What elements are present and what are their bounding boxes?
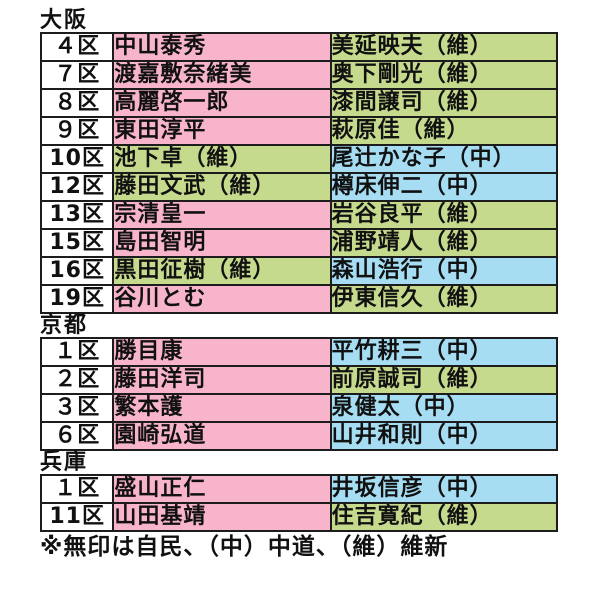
candidate-cell-right: 伊東信久（維）	[329, 284, 559, 314]
candidate-cell-left: 藤田文武（維）	[112, 172, 332, 202]
candidate-cell-left: 繁本護	[112, 393, 332, 423]
district-cell: 12区	[39, 172, 115, 202]
section-title: 大阪	[40, 8, 89, 33]
section-title: 京都	[40, 313, 89, 338]
table-row: 19区 谷川とむ 伊東信久（維）	[39, 284, 559, 314]
candidate-table: １区 勝目康 平竹耕三（中） ２区 藤田洋司 前原誠司（維） ３区 繁本護 泉健太（中） ６区 園崎…	[39, 337, 559, 451]
candidate-cell-right: 尾辻かな子（中）	[329, 144, 559, 174]
table-row: ７区 渡嘉敷奈緒美 奥下剛光（維）	[39, 60, 559, 90]
sections-container: 大阪 ４区 中山泰秀 美延映夫（維） ７区 渡嘉敷奈緒美 奥下剛光（維） ８区 高麗啓一郎 漆間譲…	[39, 8, 600, 532]
candidate-cell-right: 山井和則（中）	[329, 421, 559, 451]
candidate-cell-left: 中山泰秀	[112, 32, 332, 62]
table-row: ６区 園崎弘道 山井和則（中）	[39, 421, 559, 451]
table-row: １区 勝目康 平竹耕三（中）	[39, 337, 559, 367]
candidate-cell-right: 泉健太（中）	[329, 393, 559, 423]
candidate-cell-left: 宗清皇一	[112, 200, 332, 230]
district-cell: 10区	[39, 144, 115, 174]
district-cell: 19区	[39, 284, 115, 314]
table-row: １区 盛山正仁 井坂信彦（中）	[39, 474, 559, 504]
candidate-cell-left: 高麗啓一郎	[112, 88, 332, 118]
candidate-cell-right: 奥下剛光（維）	[329, 60, 559, 90]
table-row: ３区 繁本護 泉健太（中）	[39, 393, 559, 423]
table-row: 16区 黒田征樹（維） 森山浩行（中）	[39, 256, 559, 286]
candidate-cell-left: 藤田洋司	[112, 365, 332, 395]
candidate-cell-right: 漆間譲司（維）	[329, 88, 559, 118]
candidate-cell-left: 渡嘉敷奈緒美	[112, 60, 332, 90]
district-cell: 15区	[39, 228, 115, 258]
candidate-cell-left: 盛山正仁	[112, 474, 332, 504]
legend-footnote: ※無印は自民、（中）中道、（維）維新	[40, 534, 449, 560]
candidate-cell-left: 池下卓（維）	[112, 144, 332, 174]
district-cell: ８区	[39, 88, 115, 118]
candidate-cell-left: 園崎弘道	[112, 421, 332, 451]
district-cell: ２区	[39, 365, 115, 395]
district-cell: １区	[39, 474, 115, 504]
district-cell: 11区	[39, 502, 115, 532]
candidate-cell-right: 住吉寛紀（維）	[329, 502, 559, 532]
candidate-table: ４区 中山泰秀 美延映夫（維） ７区 渡嘉敷奈緒美 奥下剛光（維） ８区 高麗啓一郎 漆間譲司（…	[39, 32, 559, 314]
district-cell: １区	[39, 337, 115, 367]
table-row: ２区 藤田洋司 前原誠司（維）	[39, 365, 559, 395]
candidate-cell-right: 美延映夫（維）	[329, 32, 559, 62]
candidate-cell-left: 谷川とむ	[112, 284, 332, 314]
table-row: 15区 島田智明 浦野靖人（維）	[39, 228, 559, 258]
candidate-cell-right: 萩原佳（維）	[329, 116, 559, 146]
district-cell: ３区	[39, 393, 115, 423]
district-cell: ７区	[39, 60, 115, 90]
section-title: 兵庫	[40, 450, 89, 475]
candidate-cell-left: 東田淳平	[112, 116, 332, 146]
table-row: 12区 藤田文武（維） 樽床伸二（中）	[39, 172, 559, 202]
district-cell: ４区	[39, 32, 115, 62]
district-cell: ６区	[39, 421, 115, 451]
district-cell: 16区	[39, 256, 115, 286]
table-row: 11区 山田基靖 住吉寛紀（維）	[39, 502, 559, 532]
candidate-cell-left: 勝目康	[112, 337, 332, 367]
candidate-cell-left: 島田智明	[112, 228, 332, 258]
candidate-cell-right: 森山浩行（中）	[329, 256, 559, 286]
candidate-table: １区 盛山正仁 井坂信彦（中） 11区 山田基靖 住吉寛紀（維）	[39, 474, 559, 532]
table-row: ９区 東田淳平 萩原佳（維）	[39, 116, 559, 146]
candidate-cell-left: 黒田征樹（維）	[112, 256, 332, 286]
candidate-cell-left: 山田基靖	[112, 502, 332, 532]
table-row: 13区 宗清皇一 岩谷良平（維）	[39, 200, 559, 230]
district-cell: ９区	[39, 116, 115, 146]
table-row: ８区 高麗啓一郎 漆間譲司（維）	[39, 88, 559, 118]
candidate-cell-right: 岩谷良平（維）	[329, 200, 559, 230]
table-row: ４区 中山泰秀 美延映夫（維）	[39, 32, 559, 62]
candidate-cell-right: 樽床伸二（中）	[329, 172, 559, 202]
candidate-cell-right: 井坂信彦（中）	[329, 474, 559, 504]
candidate-cell-right: 浦野靖人（維）	[329, 228, 559, 258]
candidate-cell-right: 前原誠司（維）	[329, 365, 559, 395]
table-row: 10区 池下卓（維） 尾辻かな子（中）	[39, 144, 559, 174]
candidate-cell-right: 平竹耕三（中）	[329, 337, 559, 367]
district-cell: 13区	[39, 200, 115, 230]
